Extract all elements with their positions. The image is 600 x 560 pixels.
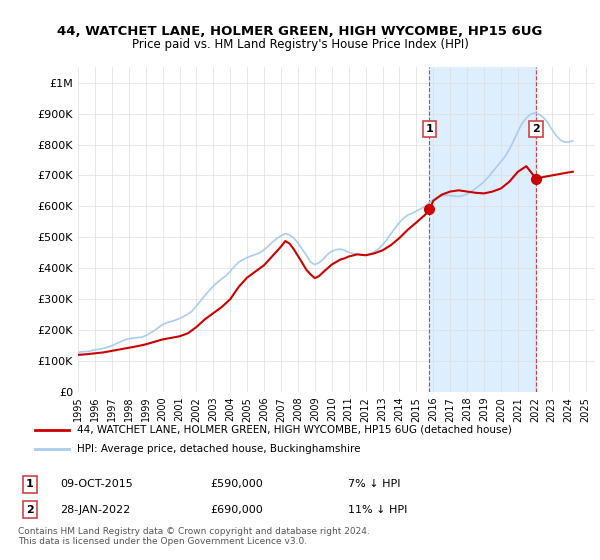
Text: 1: 1 xyxy=(26,479,34,489)
Text: 28-JAN-2022: 28-JAN-2022 xyxy=(60,505,130,515)
Text: 1: 1 xyxy=(425,124,433,134)
Text: 2: 2 xyxy=(532,124,540,134)
Text: 11% ↓ HPI: 11% ↓ HPI xyxy=(348,505,407,515)
Text: Price paid vs. HM Land Registry's House Price Index (HPI): Price paid vs. HM Land Registry's House … xyxy=(131,38,469,50)
Text: 44, WATCHET LANE, HOLMER GREEN, HIGH WYCOMBE, HP15 6UG: 44, WATCHET LANE, HOLMER GREEN, HIGH WYC… xyxy=(58,25,542,38)
Text: £690,000: £690,000 xyxy=(210,505,263,515)
Text: £590,000: £590,000 xyxy=(210,479,263,489)
Text: 44, WATCHET LANE, HOLMER GREEN, HIGH WYCOMBE, HP15 6UG (detached house): 44, WATCHET LANE, HOLMER GREEN, HIGH WYC… xyxy=(77,424,512,435)
Text: Contains HM Land Registry data © Crown copyright and database right 2024.
This d: Contains HM Land Registry data © Crown c… xyxy=(18,526,370,546)
Text: 7% ↓ HPI: 7% ↓ HPI xyxy=(348,479,401,489)
Bar xyxy=(430,67,536,392)
Text: HPI: Average price, detached house, Buckinghamshire: HPI: Average price, detached house, Buck… xyxy=(77,445,361,455)
Text: 09-OCT-2015: 09-OCT-2015 xyxy=(60,479,133,489)
Text: 2: 2 xyxy=(26,505,34,515)
